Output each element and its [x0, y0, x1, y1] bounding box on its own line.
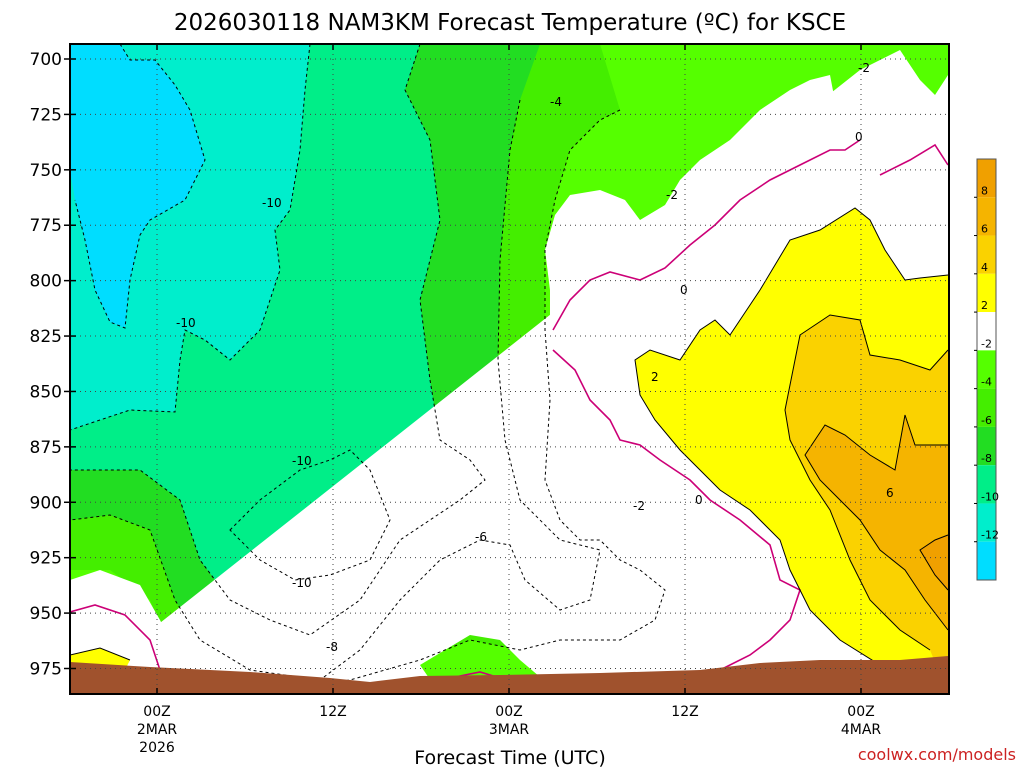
colorbar-bin-5 [977, 350, 996, 389]
y-tick-label-950: 950 [30, 604, 62, 624]
x-tick-label-3-0: 12Z [671, 704, 698, 720]
colorbar-bin-3 [977, 273, 996, 313]
chart-title: 2026030118 NAM3KM Forecast Temperature (… [174, 10, 846, 36]
colorbar-bin-0 [977, 159, 996, 198]
contour-label-1: -2 [858, 61, 870, 75]
colorbar-label-1: 6 [981, 223, 988, 236]
x-axis: 00Z 2MAR 2026 12Z 00Z 3MAR 12Z 00Z 4MAR [137, 44, 882, 756]
x-axis-label: Forecast Time (UTC) [414, 747, 605, 768]
region-plus-8 [920, 535, 948, 590]
region-plus-6 [805, 415, 948, 630]
region-minus-12 [70, 44, 205, 328]
y-tick-label-800: 800 [30, 272, 62, 292]
contour-label-3: -10 [262, 196, 282, 210]
contour-labels: -2 -4 -10 -10 -10 -10 -6 -8 -2 -2 0 0 0 … [176, 61, 894, 654]
y-tick-label-875: 875 [30, 438, 62, 458]
x-tick-label-1-0: 12Z [319, 704, 346, 720]
y-axis: 700 725 750 775 800 825 850 875 900 925 950 975 [30, 50, 76, 680]
contour-label-12: 0 [680, 283, 688, 297]
colorbar-label-9: -12 [981, 529, 999, 542]
contour-label-11: 0 [855, 130, 863, 144]
contour-label-4: -10 [176, 316, 196, 330]
y-tick-label-825: 825 [30, 327, 62, 347]
colorbar-frame [976, 158, 997, 581]
x-tick-label-2-0: 00Z [495, 704, 522, 720]
colorbar-label-3: 2 [981, 299, 988, 312]
negative-contours [70, 44, 666, 691]
colorbar-bin-8 [977, 465, 996, 504]
contour-label-9: -2 [666, 188, 678, 202]
contour-label-7: -6 [475, 530, 487, 544]
y-tick-label-850: 850 [30, 382, 62, 402]
x-tick-label-0-0: 00Z [143, 704, 170, 720]
contour-label-6: -10 [292, 576, 312, 590]
contour-label-14: 2 [651, 370, 659, 384]
y-tick-label-975: 975 [30, 660, 62, 680]
colorbar-label-7: -8 [981, 452, 992, 465]
y-tick-label-750: 750 [30, 161, 62, 181]
x-tick-label-4-1: 4MAR [841, 722, 882, 738]
colorbar-label-6: -6 [981, 414, 992, 427]
contour-label-15: 6 [886, 486, 894, 500]
grid-lines [70, 44, 949, 694]
colorbar-label-2: 4 [981, 261, 988, 274]
credit-text: coolwx.com/models [858, 745, 1016, 764]
contour-label-5: -10 [292, 454, 312, 468]
y-tick-label-775: 775 [30, 216, 62, 236]
colorbar-label-5: -4 [981, 376, 992, 389]
colorbar-bin-6 [977, 388, 996, 427]
x-tick-label-0-1: 2MAR [137, 722, 178, 738]
y-tick-label-700: 700 [30, 50, 62, 70]
y-tick-label-725: 725 [30, 105, 62, 125]
colorbar-bin-10 [977, 541, 996, 580]
y-tick-label-900: 900 [30, 493, 62, 513]
region-plus-2 [70, 208, 948, 694]
colorbar-bin-7 [977, 426, 996, 466]
colorbar-label-0: 8 [981, 184, 988, 197]
positive-contours [70, 207, 949, 694]
colorbar-bin-9 [977, 503, 996, 542]
colorbar-label-4: -2 [981, 337, 992, 350]
x-tick-label-0-2: 2026 [139, 740, 175, 756]
colorbar-bin-1 [977, 197, 996, 236]
y-tick-label-925: 925 [30, 549, 62, 569]
contour-label-2: -4 [550, 95, 562, 109]
plot-area [70, 44, 949, 694]
colorbar-label-8: -10 [981, 490, 999, 503]
colorbar-bin-2 [977, 235, 996, 274]
contour-label-13: 0 [695, 493, 703, 507]
contour-label-8: -8 [326, 640, 338, 654]
colorbar-bin-4 [977, 312, 996, 351]
colorbar: 8 6 4 2 -2 -4 -6 -8 -10 -12 [974, 158, 999, 581]
x-tick-label-4-0: 00Z [847, 704, 874, 720]
x-tick-label-2-1: 3MAR [489, 722, 530, 738]
contour-label-10: -2 [633, 499, 645, 513]
